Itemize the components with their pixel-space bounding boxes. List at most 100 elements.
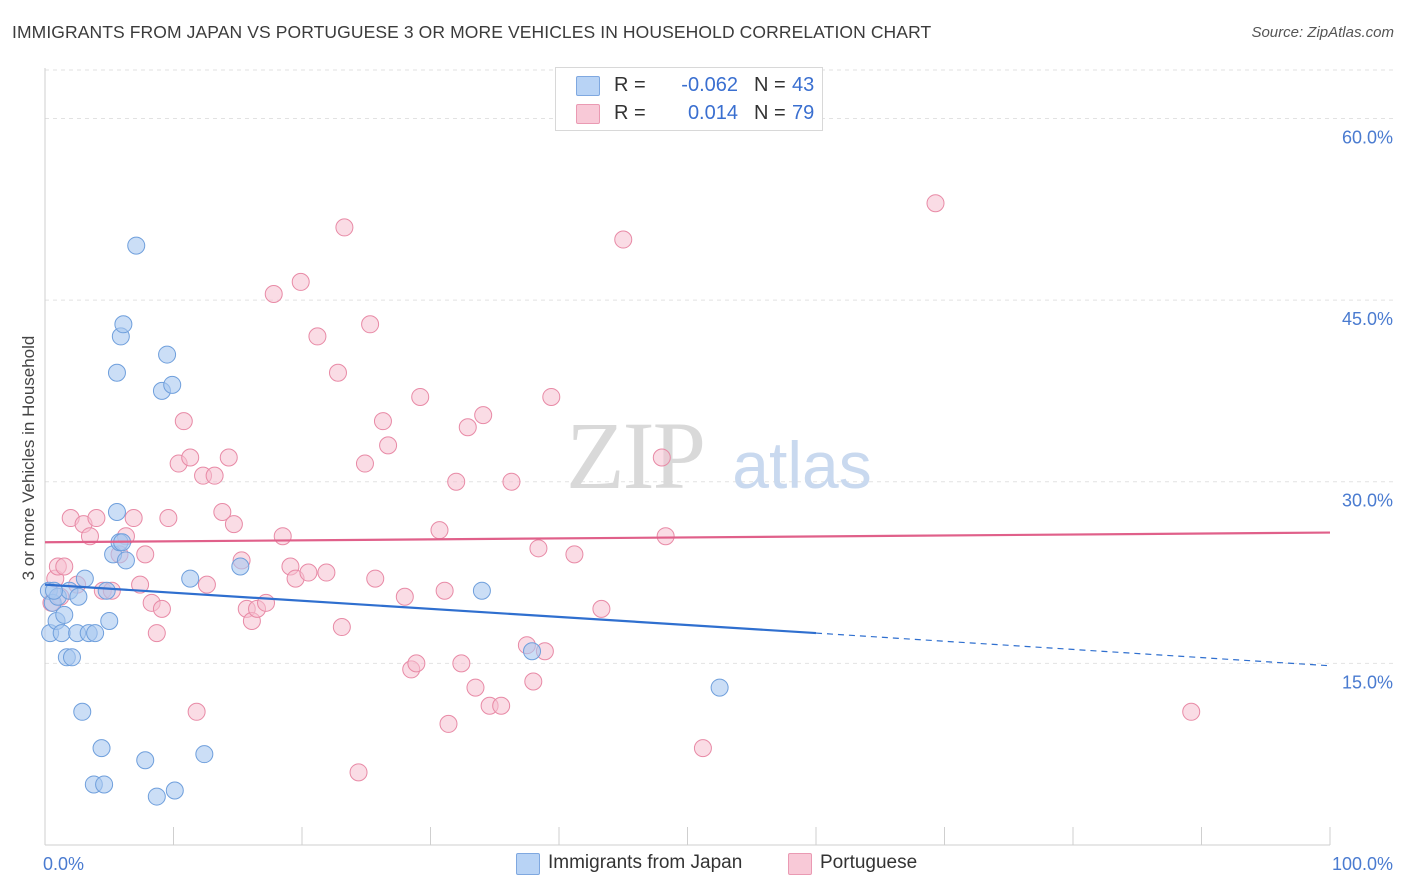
legend-n-label: N = xyxy=(754,102,786,124)
portuguese-point xyxy=(219,448,238,467)
portuguese-point xyxy=(502,472,521,491)
portuguese-point xyxy=(335,218,354,237)
portuguese-point xyxy=(273,527,292,546)
japan-point xyxy=(52,624,71,643)
portuguese-point xyxy=(395,587,414,606)
portuguese-point xyxy=(652,448,671,467)
watermark: ZIP atlas xyxy=(566,402,872,509)
portuguese-point xyxy=(435,581,454,600)
portuguese-point xyxy=(87,509,106,528)
portuguese-point xyxy=(614,230,633,249)
japan-point xyxy=(181,569,200,588)
portuguese-points xyxy=(42,194,1201,782)
bottom-legend-portuguese-label: Portuguese xyxy=(820,852,918,873)
portuguese-point xyxy=(205,466,224,485)
portuguese-point xyxy=(565,545,584,564)
japan-point xyxy=(107,363,126,382)
portuguese-point xyxy=(55,557,74,576)
portuguese-point xyxy=(213,502,232,521)
japan-trend-line xyxy=(44,583,817,635)
japan-point xyxy=(163,375,182,394)
portuguese-point xyxy=(197,575,216,594)
x-tick-label: 0.0% xyxy=(43,854,84,874)
japan-points xyxy=(39,236,729,806)
japan-point xyxy=(107,502,126,521)
legend-n-label: N = xyxy=(754,74,786,96)
legend-swatch-japan xyxy=(516,853,540,875)
portuguese-point xyxy=(159,509,178,528)
japan-point xyxy=(114,315,133,334)
japan-point xyxy=(69,587,88,606)
japan-point xyxy=(92,739,111,758)
portuguese-point xyxy=(152,599,171,618)
legend-swatch-portuguese xyxy=(788,853,812,875)
legend-swatch-portuguese xyxy=(576,104,600,124)
japan-point xyxy=(136,751,155,770)
portuguese-point xyxy=(257,593,276,612)
portuguese-point xyxy=(474,406,493,425)
portuguese-point xyxy=(458,418,477,437)
portuguese-point xyxy=(452,654,471,673)
y-tick-label: 30.0% xyxy=(1342,491,1393,511)
legend-swatch-japan xyxy=(576,76,600,96)
portuguese-point xyxy=(224,515,243,534)
portuguese-point xyxy=(656,527,675,546)
legend-n-value-portuguese: 79 xyxy=(792,102,815,124)
portuguese-point xyxy=(447,472,466,491)
y-tick-label: 15.0% xyxy=(1342,672,1393,692)
portuguese-point xyxy=(80,527,99,546)
japan-point xyxy=(127,236,146,255)
portuguese-point xyxy=(299,563,318,582)
gridlines xyxy=(45,69,1395,664)
portuguese-point xyxy=(542,387,561,406)
legend-r-label: R = xyxy=(614,102,646,124)
portuguese-point xyxy=(529,539,548,558)
watermark-zip: ZIP xyxy=(566,402,704,509)
legend-n-value-japan: 43 xyxy=(792,74,815,96)
source-label: Source: ZipAtlas.com xyxy=(1251,24,1394,41)
portuguese-point xyxy=(131,575,150,594)
y-tick-label: 60.0% xyxy=(1342,127,1393,147)
portuguese-point xyxy=(124,509,143,528)
portuguese-point xyxy=(373,412,392,431)
portuguese-point xyxy=(361,315,380,334)
japan-point xyxy=(472,581,491,600)
japan-point xyxy=(158,345,177,364)
trend-lines xyxy=(44,531,1331,667)
legend-r-value-portuguese: 0.014 xyxy=(687,102,738,124)
chart-title: IMMIGRANTS FROM JAPAN VS PORTUGUESE 3 OR… xyxy=(12,22,932,42)
correlation-legend: R = -0.062 N = 43 R = 0.014 N = 79 xyxy=(555,67,823,131)
portuguese-point xyxy=(592,599,611,618)
portuguese-point xyxy=(136,545,155,564)
x-tick-labels: 0.0% 100.0% xyxy=(43,854,1393,874)
portuguese-point xyxy=(349,763,368,782)
portuguese-point xyxy=(181,448,200,467)
portuguese-point xyxy=(1182,702,1201,721)
portuguese-point xyxy=(411,387,430,406)
portuguese-point xyxy=(147,624,166,643)
portuguese-point xyxy=(264,285,283,304)
japan-point xyxy=(165,781,184,800)
portuguese-point xyxy=(430,521,449,540)
japan-point xyxy=(62,648,81,667)
portuguese-point xyxy=(291,272,310,291)
portuguese-point xyxy=(328,363,347,382)
japan-point xyxy=(195,745,214,764)
japan-point xyxy=(97,581,116,600)
japan-point xyxy=(73,702,92,721)
y-tick-label: 45.0% xyxy=(1342,309,1393,329)
japan-point xyxy=(231,557,250,576)
japan-point xyxy=(116,551,135,570)
japan-point xyxy=(147,787,166,806)
portuguese-point xyxy=(492,696,511,715)
bottom-legend-japan-label: Immigrants from Japan xyxy=(548,852,743,873)
portuguese-point xyxy=(466,678,485,697)
portuguese-point xyxy=(407,654,426,673)
portuguese-point xyxy=(926,194,945,213)
portuguese-point xyxy=(308,327,327,346)
japan-point xyxy=(55,605,74,624)
portuguese-point xyxy=(693,739,712,758)
legend-r-label: R = xyxy=(614,74,646,96)
portuguese-point xyxy=(379,436,398,455)
